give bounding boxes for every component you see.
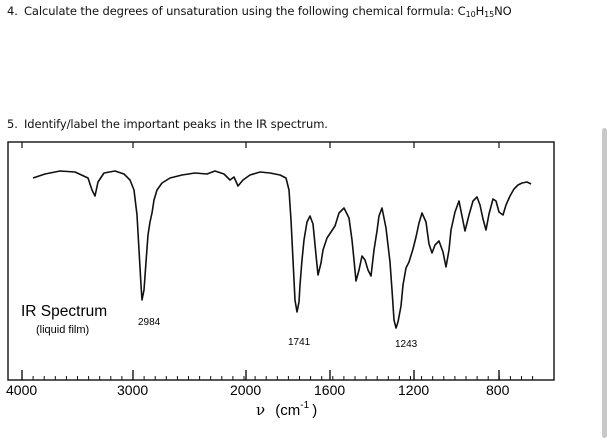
x-axis-label-exponent: -1: [300, 400, 309, 411]
spectrum-trace: [32, 170, 532, 329]
question-number: 5.: [7, 117, 18, 131]
formula-carbon-count: 10: [465, 10, 476, 19]
spectrum-subtitle: (liquid film): [36, 324, 89, 336]
chemical-formula: C10H15NO: [457, 4, 512, 19]
question-5: 5. Identify/label the important peaks in …: [7, 117, 328, 131]
formula-carbon: C: [457, 4, 466, 18]
spectrum-frame: [7, 141, 555, 381]
x-axis-label-unit: (cm: [275, 402, 300, 419]
tick-label-2000: 2000: [230, 382, 261, 398]
formula-hydrogen: H: [475, 4, 485, 18]
question-number: 4.: [7, 4, 18, 18]
formula-rest: NO: [494, 4, 512, 18]
vertical-scrollbar[interactable]: [602, 128, 607, 438]
question-text: Identify/label the important peaks in th…: [24, 117, 328, 131]
question-text: Calculate the degrees of unsaturation us…: [24, 4, 458, 18]
peak-label-2984: 2984: [138, 317, 161, 328]
x-axis-label-nu: ν: [256, 401, 265, 419]
tick-label-4000: 4000: [6, 382, 37, 398]
peak-label-1741: 1741: [288, 337, 311, 348]
x-axis-label: ν (cm-1): [256, 400, 317, 419]
peak-label-1243: 1243: [395, 339, 418, 350]
tick-label-1600: 1600: [314, 382, 345, 398]
question-4: 4. Calculate the degrees of unsaturation …: [7, 4, 512, 19]
axis-ticks: [21, 142, 534, 380]
tick-label-3000: 3000: [117, 382, 148, 398]
tick-label-1200: 1200: [398, 382, 429, 398]
tick-label-800: 800: [486, 382, 510, 398]
formula-hydrogen-count: 15: [484, 10, 495, 19]
ir-spectrum-chart: IR Spectrum (liquid film) 2984 1741 1243…: [6, 141, 555, 419]
x-axis-label-close: ): [312, 402, 317, 419]
spectrum-title: IR Spectrum: [21, 303, 107, 320]
